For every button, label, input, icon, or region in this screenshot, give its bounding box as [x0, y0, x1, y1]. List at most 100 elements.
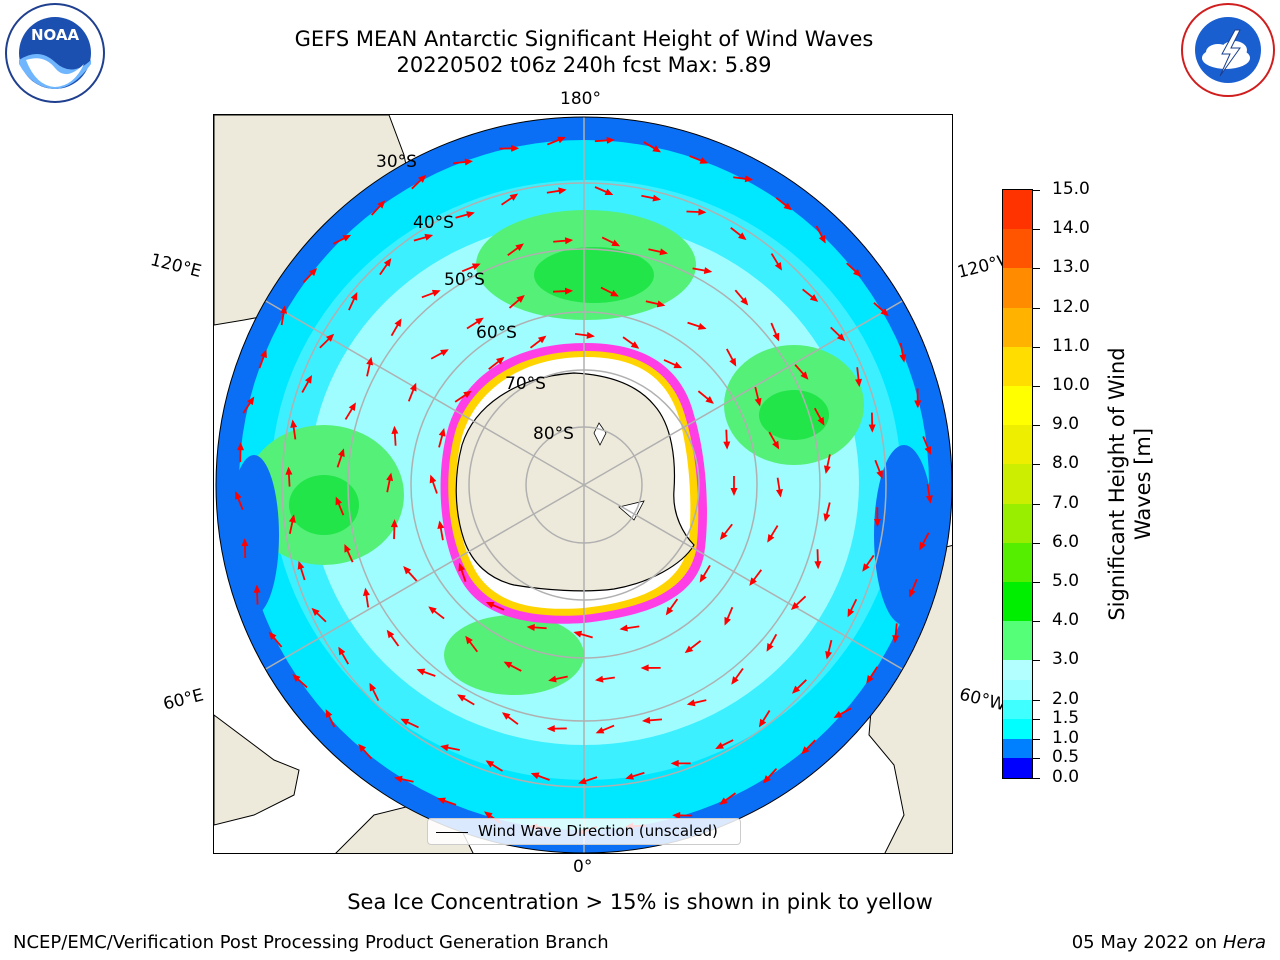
wind-wave-arrow-head	[924, 446, 932, 455]
wind-wave-arrow-head	[801, 746, 810, 755]
wind-wave-arrow-head	[899, 354, 907, 363]
wind-wave-arrow-head	[892, 635, 900, 644]
wind-wave-arrow-head	[619, 624, 628, 632]
wind-wave-arrow-head	[774, 261, 782, 271]
colorbar-tick	[1033, 758, 1040, 760]
colorbar-tick-label: 12.0	[1052, 296, 1090, 317]
wind-wave-arrow-head	[325, 333, 335, 342]
wind-wave-arrow-head	[288, 514, 296, 523]
wind-wave-arrow-head	[466, 211, 475, 218]
wind-wave-arrow-head	[416, 668, 426, 676]
colorbar-segment	[1003, 307, 1032, 347]
wind-wave-arrow-head	[699, 157, 709, 164]
wind-wave-arrow-head	[237, 442, 245, 451]
wind-wave-arrow-head	[344, 543, 351, 553]
wind-wave-arrow-head	[285, 466, 293, 475]
wind-wave-arrow-head	[280, 305, 288, 314]
wind-wave-arrow-head	[630, 341, 640, 349]
colorbar-segment	[1003, 425, 1032, 465]
wind-wave-arrow-head	[429, 474, 437, 484]
wind-wave-arrow-head	[457, 694, 466, 702]
wind-wave-arrow-head	[369, 682, 377, 692]
wind-wave-arrow-head	[503, 661, 513, 669]
colorbar-segment	[1003, 346, 1032, 386]
wind-wave-arrow-head	[465, 635, 473, 645]
wind-wave-arrow-head	[501, 712, 511, 720]
lon-label-60e: 60°E	[161, 685, 206, 715]
colorbar-segment	[1003, 621, 1032, 661]
wind-wave-arrow-head	[825, 650, 832, 660]
wind-wave-arrow-head	[235, 491, 242, 500]
colorbar-segment	[1003, 503, 1032, 543]
wind-wave-arrow-head	[516, 294, 525, 303]
wind-wave-arrow-head	[686, 699, 696, 707]
wind-wave-arrow-head	[818, 234, 826, 244]
wind-wave-arrow-head	[311, 607, 320, 616]
wind-wave-arrow-head	[766, 643, 774, 652]
sea-ice-note: Sea Ice Concentration > 15% is shown in …	[347, 890, 933, 914]
wind-wave-arrow-head	[342, 234, 352, 242]
lon-label-60w: 60°W	[957, 684, 1008, 716]
wind-wave-arrow-head	[673, 361, 683, 369]
wind-wave-arrow-head	[391, 425, 399, 434]
colorbar-tick-label: 1.0	[1052, 727, 1080, 748]
wind-wave-arrow-head	[595, 726, 605, 734]
lon-label-180: 180°	[560, 89, 601, 109]
wind-wave-arrow-head	[847, 608, 855, 618]
wind-wave-arrow-head	[428, 606, 437, 615]
wind-wave-arrow-head	[440, 349, 449, 357]
wind-wave-arrow-head	[546, 725, 555, 733]
wind-wave-arrow-head	[611, 239, 621, 247]
wind-wave-arrow-head	[610, 289, 619, 297]
wind-wave-arrow-head	[440, 744, 449, 752]
wind-wave-arrow-head	[390, 519, 398, 528]
wind-wave-arrow-head	[749, 577, 757, 586]
colorbar	[1002, 189, 1033, 779]
colorbar-tick	[1033, 778, 1040, 779]
colorbar-label-line1: Significant Height of Wind	[1105, 347, 1129, 621]
wind-wave-arrow-head	[458, 562, 465, 572]
colorbar-tick	[1033, 307, 1040, 309]
lon-label-120e: 120°E	[148, 250, 204, 282]
colorbar-tick-label: 14.0	[1052, 218, 1090, 239]
colorbar-label: Significant Height of Wind Waves [m]	[1104, 324, 1156, 644]
wind-wave-arrow-head	[684, 645, 694, 654]
wind-wave-arrow-head	[775, 489, 783, 498]
wind-wave-arrow-head	[438, 428, 446, 437]
colorbar-tick	[1033, 621, 1040, 623]
lon-label-0: 0°	[573, 857, 593, 877]
wind-wave-arrow-head	[437, 797, 446, 805]
colorbar-segment	[1003, 464, 1032, 504]
chart-title: GEFS MEAN Antarctic Significant Height o…	[294, 27, 874, 51]
colorbar-tick	[1033, 582, 1040, 583]
polar-map	[214, 115, 952, 853]
colorbar-tick	[1033, 268, 1040, 270]
map-legend: Wind Wave Direction (unscaled)	[427, 818, 741, 845]
wind-wave-arrow-head	[305, 375, 312, 384]
colorbar-tick	[1033, 660, 1040, 662]
lat-label-30s: 30°S	[376, 152, 417, 172]
wind-wave-arrow-head	[394, 775, 403, 783]
footer-date: 05 May 2022 on Hera	[1072, 932, 1266, 953]
wind-wave-arrow-head	[335, 496, 343, 506]
wind-wave-arrow-head	[814, 561, 822, 570]
wind-wave-arrow-head	[358, 743, 367, 753]
wind-wave-arrow-head	[724, 616, 731, 626]
wind-wave-arrow-head	[744, 175, 754, 183]
colorbar-tick	[1033, 190, 1040, 191]
wind-wave-arrow-head	[703, 267, 713, 274]
noaa-logo: NOAA	[5, 3, 105, 103]
wind-wave-arrow-head	[260, 349, 267, 359]
wind-wave-arrow-head	[548, 675, 557, 683]
wind-wave-arrow-head	[772, 440, 780, 450]
colorbar-tick	[1033, 464, 1040, 466]
wind-wave-arrow-head	[377, 200, 386, 209]
wind-wave-arrow-head	[418, 174, 427, 183]
wind-wave-arrow-head	[873, 519, 881, 528]
colorbar-label-line2: Waves [m]	[1131, 427, 1155, 541]
colorbar-segment	[1003, 386, 1032, 426]
wind-wave-arrow-head	[366, 356, 374, 366]
lat-label-50s: 50°S	[444, 270, 485, 290]
wind-wave-arrow-head	[853, 268, 862, 277]
wind-wave-arrow-head	[640, 664, 649, 672]
